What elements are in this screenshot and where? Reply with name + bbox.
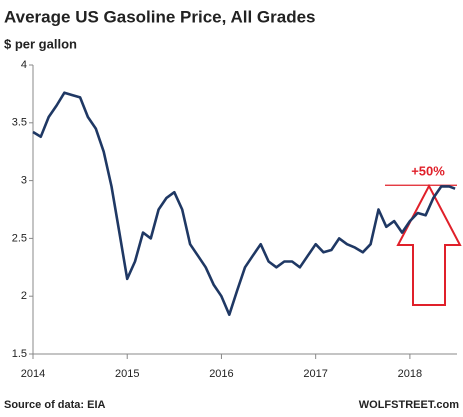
x-tick-label: 2018 [398, 368, 422, 380]
line [32, 91, 456, 316]
y-tick-label: 1.5 [12, 348, 27, 360]
source: Source of data: EIA [4, 399, 106, 411]
x-tick-label: 2015 [115, 368, 139, 380]
annotation: +50% [411, 163, 445, 178]
brand: WOLFSTREET.com [359, 399, 459, 411]
y-tick-label: 3 [21, 175, 27, 187]
x-tick-label: 2017 [303, 368, 327, 380]
y-tick-label: 2.5 [12, 232, 27, 244]
y-tick-label: 2 [21, 290, 27, 302]
chart-title: Average US Gasoline Price, All Grades [4, 7, 316, 26]
y-tick-label: 4 [21, 59, 27, 71]
y-tick-label: 3.5 [12, 117, 27, 129]
chart-subtitle: $ per gallon [4, 36, 77, 51]
x-tick-label: 2014 [21, 368, 45, 380]
x-tick-label: 2016 [209, 368, 233, 380]
arrow [396, 183, 462, 306]
